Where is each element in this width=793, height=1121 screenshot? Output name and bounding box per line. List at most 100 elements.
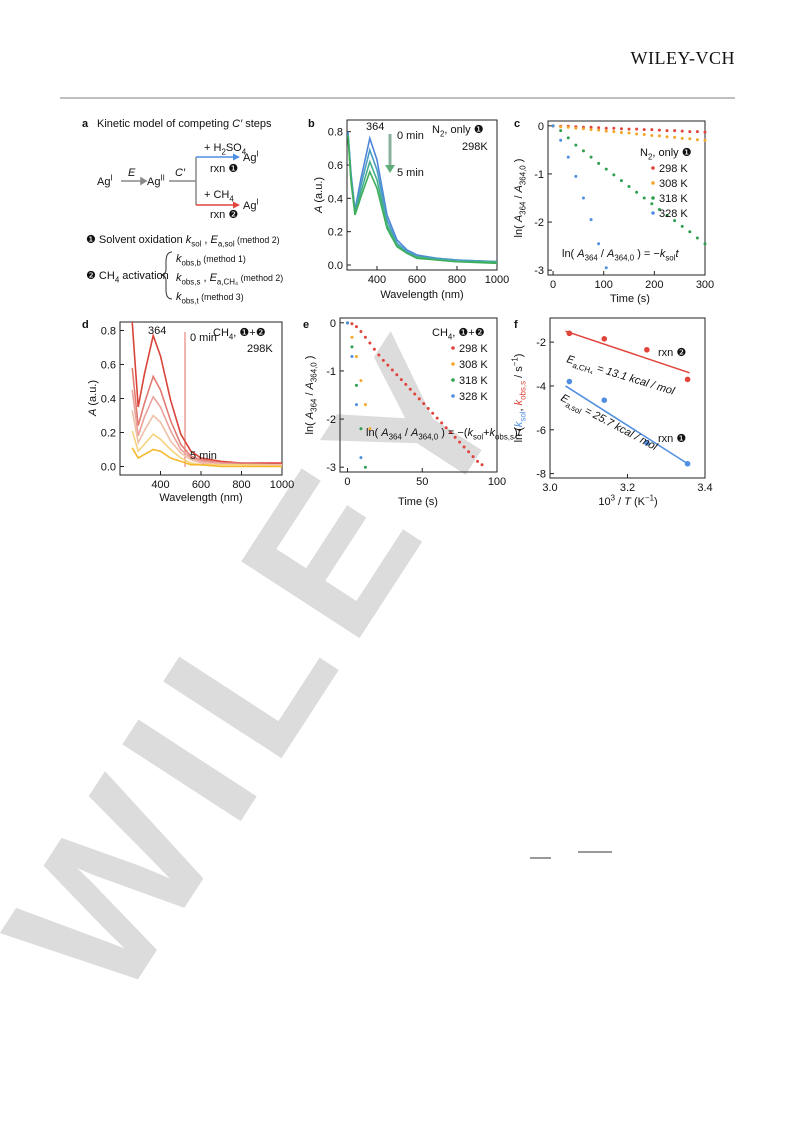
data-point [680,136,684,140]
panel-label: f [514,319,518,331]
text-run: 364,0 [310,362,319,382]
panel-a-text: AgI [97,174,113,189]
data-point [354,403,358,407]
text-run: Kinetic model of competing [97,118,232,130]
data-point [458,440,462,444]
text-run: (method 1) [201,254,246,264]
x-tick-label: 1000 [485,274,509,286]
data-point [695,130,699,134]
data-point [644,346,650,353]
data-point [673,219,677,223]
x-tick-label: 400 [151,479,169,491]
panel-a-text: E [128,167,136,179]
legend-marker [451,378,455,382]
text-run: ) [513,159,525,166]
data-point [566,136,570,140]
text-run: obs,s [519,381,528,400]
text-run: 364,0 [418,433,438,442]
data-point [695,138,699,142]
y-tick-label: 0.6 [328,160,343,172]
spectrum-line [347,134,497,263]
text-run: k [490,427,496,439]
data-point [597,126,601,130]
panel-label: b [308,118,315,130]
legend-label: 298 K [459,343,488,355]
data-point [444,426,448,430]
y-tick-label: -3 [326,462,336,474]
data-point [426,406,430,410]
data-point [703,242,707,246]
text-run: / s [513,366,525,381]
data-point [368,427,372,431]
text-run: CH [432,327,448,339]
data-point [650,128,654,132]
data-point [619,131,623,135]
data-point [688,130,692,134]
annotation: 364 [366,121,384,133]
text-run: C′ [232,118,243,130]
x-axis-label: Time (s) [610,293,650,305]
x-tick-label: 3.0 [542,482,557,494]
text-run: ln ( [513,427,525,443]
y-tick-label: -2 [536,337,546,349]
data-point [390,368,394,372]
text-run: k [513,421,525,427]
text-run: −1 [511,357,520,367]
legend-title: N2, only ❶ [640,147,692,162]
panel-a-arrows [121,153,240,300]
plot-frame [346,119,498,271]
x-tick-label: 100 [595,279,613,291]
x-axis-label: 103 / T (K−1) [598,494,657,509]
panel-a-text: kobs,b (method 1) [176,253,246,268]
annotation: rxn ❷ [658,347,686,359]
text-run: E [211,234,219,246]
text-run: N [640,147,648,159]
panel-a-text: AgI [243,198,259,213]
data-point [359,379,363,383]
legend-marker [451,362,455,366]
data-point [363,465,367,469]
data-point [350,345,354,349]
data-point [627,127,631,131]
equation: ln( A364 / A364,0 ) = −(ksol+kobs,s)t [366,427,522,442]
text-run: / [513,192,525,201]
x-axis-label: Wavelength (nm) [380,289,463,301]
y-tick-label: 0.4 [328,193,343,205]
data-point [703,138,707,142]
data-point [597,161,601,165]
text-run: I [256,150,258,159]
legend-label: 298 K [659,163,688,175]
data-point [566,378,573,385]
data-point [354,355,358,358]
data-point [404,382,408,386]
data-point [665,135,669,139]
chart-panel: 0.0 0.2 0.4 0.6 0.8 400 600 800 1000 b Wavelength … [308,118,509,301]
data-point [372,347,376,351]
text-run: ❶ Solvent oxidation [86,234,186,246]
text-run: A [576,248,584,260]
panel-a-text: AgI [243,150,259,165]
y-tick-label: -6 [536,425,546,437]
data-point [601,336,608,342]
text-run: / [402,427,411,439]
brand: WILEY-VCH [631,48,735,68]
annotation: Ea,sol = 25.7 kcal / mol [557,392,659,456]
data-point [644,440,650,446]
annotation: CH4, ❶+❷ [213,327,266,342]
text-run: activation [119,270,169,282]
data-point [657,208,661,212]
text-run: 4 [448,333,453,342]
data-point [589,128,593,132]
text-run: ) [514,427,518,439]
text-run: 364 [519,201,528,215]
text-run: A [513,215,525,223]
text-run: a,CH₄ [217,278,238,287]
panel-a-text: ❷ CH4 activation [86,270,169,285]
text-run: 4 [229,195,234,204]
spectrum-line [131,389,282,466]
data-point [680,129,684,133]
data-point [354,325,358,329]
data-point [695,236,699,240]
x-axis-label: Time (s) [398,496,438,508]
